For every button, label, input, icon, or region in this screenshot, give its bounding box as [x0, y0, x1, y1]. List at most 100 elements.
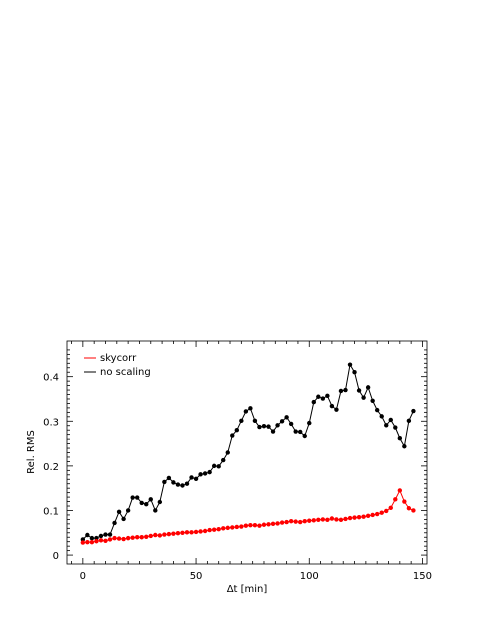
data-point-no-scaling [144, 502, 149, 507]
data-point-no-scaling [211, 463, 217, 469]
data-point-skycorr [180, 530, 185, 535]
data-point-skycorr [365, 513, 371, 519]
data-point-no-scaling [148, 497, 153, 502]
data-point-no-scaling [207, 469, 212, 475]
data-point-skycorr [198, 529, 203, 534]
data-point-skycorr [279, 520, 285, 525]
data-point-skycorr [384, 508, 389, 514]
data-point-skycorr [270, 521, 276, 527]
data-point-no-scaling [225, 450, 230, 455]
data-point-skycorr [261, 522, 267, 527]
data-point-skycorr [252, 522, 258, 528]
y-tick-label: 0 [53, 551, 59, 562]
data-point-no-scaling [112, 520, 117, 526]
data-point-skycorr [374, 511, 380, 517]
data-point-no-scaling [139, 500, 144, 506]
y-tick-label: 0.4 [43, 373, 59, 384]
data-point-no-scaling [202, 471, 208, 476]
data-point-skycorr [275, 521, 280, 526]
data-point-skycorr [352, 515, 357, 520]
data-point-skycorr [89, 539, 95, 545]
data-point-no-scaling [157, 499, 163, 505]
data-point-no-scaling [384, 423, 389, 428]
data-point-no-scaling [347, 362, 353, 367]
data-point-no-scaling [343, 387, 348, 393]
data-point-no-scaling [370, 398, 375, 403]
legend-label-no-scaling: no scaling [100, 367, 151, 378]
data-point-no-scaling [230, 433, 235, 438]
series-line-no-scaling [82, 363, 414, 540]
data-point-no-scaling [316, 394, 321, 399]
y-axis-label: Rel. RMS [26, 430, 37, 474]
data-point-no-scaling [388, 417, 393, 423]
data-point-no-scaling [311, 399, 316, 405]
data-point-no-scaling [239, 418, 244, 424]
data-point-skycorr [284, 519, 289, 525]
data-point-skycorr [379, 510, 384, 515]
data-point-no-scaling [153, 508, 158, 513]
data-point-skycorr [288, 518, 294, 524]
data-point-skycorr [221, 526, 226, 531]
data-point-skycorr [311, 518, 316, 523]
data-point-no-scaling [338, 388, 344, 394]
data-point-skycorr [157, 533, 163, 538]
legend-label-skycorr: skycorr [100, 353, 137, 364]
data-point-no-scaling [107, 532, 113, 537]
data-point-no-scaling [356, 388, 362, 393]
data-point-no-scaling [85, 532, 90, 538]
data-point-no-scaling [134, 495, 140, 500]
data-point-no-scaling [307, 420, 312, 426]
data-point-skycorr [361, 514, 366, 519]
data-point-no-scaling [252, 418, 258, 424]
data-point-no-scaling [248, 406, 253, 411]
data-point-no-scaling [94, 535, 99, 541]
data-point-skycorr [225, 525, 230, 531]
data-point-no-scaling [334, 407, 339, 412]
data-point-skycorr [266, 522, 271, 527]
data-point-no-scaling [361, 395, 366, 400]
data-point-skycorr [230, 525, 235, 530]
series-layer [80, 362, 416, 545]
data-point-skycorr [116, 536, 122, 541]
data-point-skycorr [139, 535, 144, 540]
data-point-skycorr [153, 532, 158, 538]
data-point-skycorr [162, 532, 167, 537]
data-point-no-scaling [162, 479, 167, 485]
data-point-no-scaling [221, 457, 226, 463]
data-point-no-scaling [171, 480, 176, 485]
data-point-skycorr [184, 530, 190, 535]
data-point-skycorr [397, 488, 403, 493]
data-point-skycorr [193, 529, 199, 535]
axis-ticks: 0 50 100 150 0 0.1 0.2 0.3 0.4 [43, 341, 432, 582]
data-point-no-scaling [393, 425, 398, 430]
data-point-no-scaling [234, 428, 240, 433]
data-point-no-scaling [298, 429, 303, 435]
data-point-no-scaling [193, 476, 199, 482]
data-point-no-scaling [98, 533, 104, 539]
data-point-skycorr [320, 517, 326, 522]
data-point-no-scaling [116, 509, 122, 515]
y-tick-label: 0.2 [43, 462, 59, 473]
data-point-no-scaling [166, 475, 172, 481]
data-point-skycorr [85, 539, 90, 545]
data-point-no-scaling [80, 537, 86, 542]
data-point-skycorr [316, 517, 321, 523]
y-tick-label: 0.3 [43, 417, 59, 428]
data-point-skycorr [121, 536, 126, 542]
data-point-no-scaling [189, 475, 194, 480]
data-point-skycorr [80, 540, 86, 545]
data-point-skycorr [107, 537, 113, 542]
x-axis-label: Δt [min] [227, 584, 268, 595]
data-point-skycorr [406, 506, 412, 511]
data-point-no-scaling [121, 516, 126, 522]
data-point-no-scaling [406, 418, 412, 424]
data-point-no-scaling [374, 407, 380, 413]
data-point-no-scaling [365, 385, 371, 390]
legend: skycorr no scaling [84, 353, 151, 378]
data-point-skycorr [338, 517, 344, 523]
data-point-no-scaling [302, 433, 307, 439]
data-point-no-scaling [279, 419, 285, 424]
data-point-skycorr [347, 515, 353, 521]
data-point-skycorr [130, 535, 135, 540]
